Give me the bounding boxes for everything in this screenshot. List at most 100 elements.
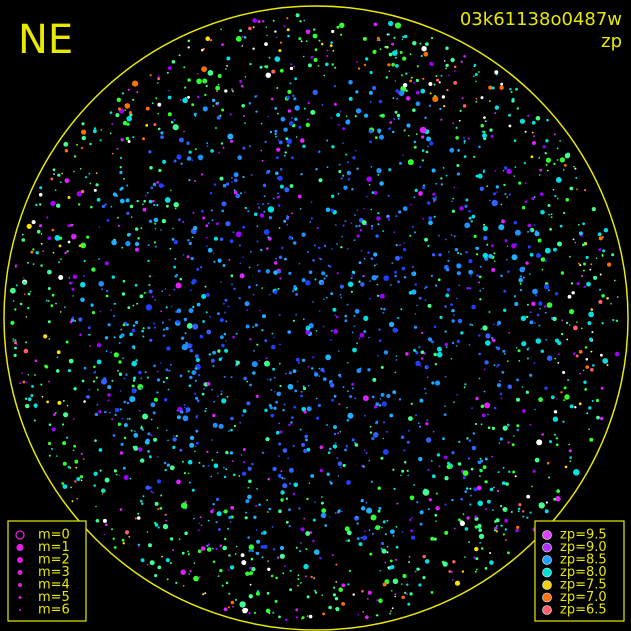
star xyxy=(122,323,126,327)
star xyxy=(190,256,194,261)
star xyxy=(345,540,348,542)
star xyxy=(458,284,461,287)
star xyxy=(484,120,487,123)
star xyxy=(64,306,66,309)
star xyxy=(419,126,427,134)
star xyxy=(221,108,225,112)
star xyxy=(531,197,535,201)
star xyxy=(35,251,39,255)
star xyxy=(186,141,190,145)
star xyxy=(149,275,151,278)
star xyxy=(134,283,138,287)
star xyxy=(471,445,477,451)
star xyxy=(351,438,355,442)
star xyxy=(186,323,193,329)
star xyxy=(484,360,489,365)
star xyxy=(192,323,199,330)
star xyxy=(515,347,518,349)
star xyxy=(549,227,552,231)
star xyxy=(436,351,443,358)
star xyxy=(27,306,30,310)
star xyxy=(330,208,334,212)
star xyxy=(495,525,498,527)
star xyxy=(336,243,338,245)
star xyxy=(55,302,57,305)
star xyxy=(218,357,222,361)
star xyxy=(368,90,373,95)
magnitude-symbol xyxy=(18,583,22,587)
star xyxy=(340,296,343,299)
star xyxy=(569,186,574,191)
star xyxy=(228,258,231,261)
star xyxy=(368,336,370,339)
star xyxy=(246,401,251,406)
star xyxy=(354,443,359,447)
star xyxy=(181,502,188,509)
star xyxy=(47,441,52,446)
star xyxy=(331,554,334,556)
star xyxy=(394,80,397,82)
star xyxy=(187,550,190,553)
star xyxy=(471,324,474,326)
star xyxy=(562,420,565,423)
star xyxy=(475,557,479,561)
star xyxy=(514,166,517,169)
star xyxy=(394,56,397,59)
star xyxy=(274,56,281,62)
star xyxy=(412,108,416,112)
star xyxy=(290,63,293,66)
star xyxy=(358,337,361,340)
star xyxy=(392,468,395,471)
star xyxy=(121,246,124,249)
star xyxy=(149,166,153,170)
star xyxy=(188,384,192,388)
star xyxy=(286,223,289,226)
star xyxy=(58,244,62,248)
star xyxy=(406,123,411,128)
star xyxy=(187,459,193,465)
star xyxy=(102,377,107,381)
star xyxy=(59,181,62,184)
star xyxy=(244,516,248,520)
star xyxy=(545,157,552,163)
star xyxy=(123,436,127,440)
star xyxy=(413,231,416,234)
star xyxy=(428,104,432,108)
star xyxy=(165,376,169,380)
star xyxy=(456,393,458,396)
star xyxy=(499,380,501,382)
star xyxy=(578,402,582,406)
star xyxy=(583,285,587,288)
star xyxy=(514,229,521,236)
star xyxy=(129,111,132,114)
star xyxy=(114,407,120,413)
star xyxy=(409,234,412,237)
star xyxy=(275,257,277,260)
star xyxy=(66,436,69,439)
star xyxy=(515,243,518,246)
star xyxy=(328,265,332,268)
star xyxy=(576,188,578,191)
star xyxy=(367,368,371,372)
star xyxy=(123,475,129,480)
star xyxy=(562,169,565,171)
star xyxy=(241,414,244,417)
star xyxy=(149,338,153,342)
star xyxy=(548,476,551,479)
star xyxy=(502,349,506,353)
star xyxy=(225,581,229,585)
star xyxy=(75,466,78,469)
star xyxy=(303,107,306,110)
star xyxy=(410,203,412,206)
star xyxy=(473,75,475,77)
zp-label: zp=6.5 xyxy=(560,603,607,618)
star xyxy=(341,602,345,606)
star xyxy=(369,425,372,428)
star xyxy=(122,120,128,126)
star xyxy=(264,42,268,46)
star xyxy=(363,449,366,451)
star xyxy=(267,567,271,571)
star xyxy=(26,223,32,229)
star xyxy=(414,283,418,286)
star xyxy=(251,549,254,553)
